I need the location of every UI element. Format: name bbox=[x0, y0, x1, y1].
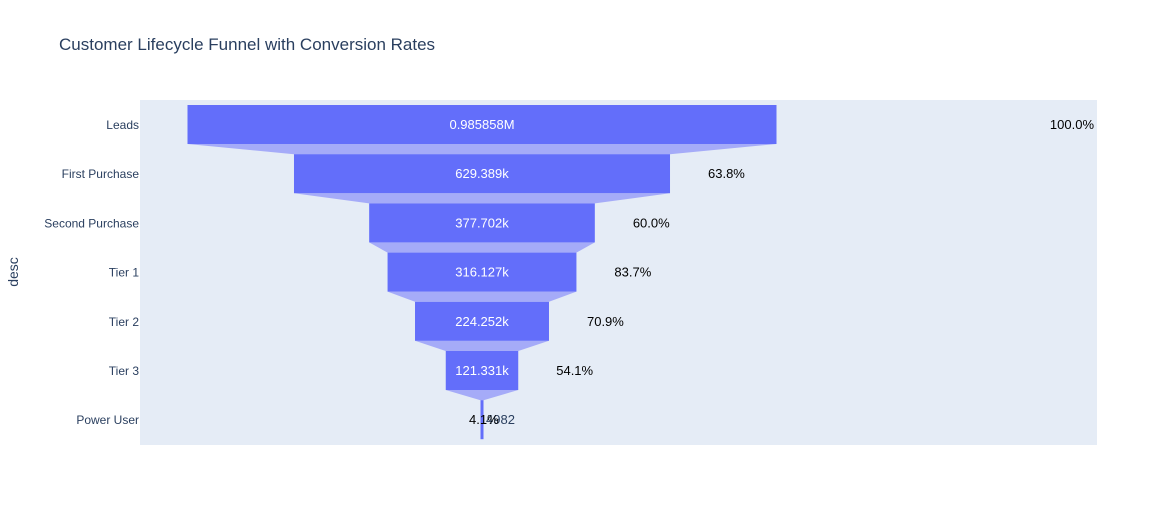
value-label: 629.389k bbox=[455, 166, 509, 181]
conversion-label: 63.8% bbox=[708, 166, 745, 181]
funnel-bar bbox=[387, 252, 577, 292]
y-axis-labels: Leads First Purchase Second Purchase Tier 1… bbox=[44, 118, 139, 427]
funnel-bar bbox=[445, 351, 519, 390]
y-tick-label: Power User bbox=[76, 413, 139, 427]
y-axis-title: desc bbox=[5, 257, 21, 287]
conversion-label: 70.9% bbox=[587, 314, 624, 329]
funnel-bars bbox=[187, 105, 777, 440]
conversion-label: 54.1% bbox=[556, 363, 593, 378]
connector-0 bbox=[187, 144, 777, 155]
connector-2 bbox=[369, 242, 595, 253]
value-labels: 0.985858M 629.389k 377.702k 316.127k 224.252… bbox=[449, 117, 514, 427]
conversion-label: 100.0% bbox=[1050, 117, 1095, 132]
y-tick-label: Tier 3 bbox=[109, 364, 140, 378]
funnel-bar bbox=[480, 400, 484, 440]
conversion-labels: 100.0% 63.8% 60.0% 83.7% 70.9% 54.1% 4.1% bbox=[469, 117, 1094, 427]
conversion-label: 83.7% bbox=[614, 265, 651, 280]
y-tick-label: Tier 1 bbox=[109, 266, 140, 280]
connector-4 bbox=[415, 340, 549, 351]
funnel-bar bbox=[293, 154, 671, 194]
funnel-bar bbox=[415, 301, 549, 341]
conversion-label: 4.1% bbox=[469, 412, 499, 427]
value-label: 377.702k bbox=[455, 215, 509, 230]
value-label: 316.127k bbox=[455, 265, 509, 280]
value-label: 121.331k bbox=[455, 363, 509, 378]
value-label: 4982 bbox=[486, 412, 515, 427]
connector-1 bbox=[293, 193, 671, 204]
y-tick-label: Leads bbox=[106, 118, 139, 132]
funnel-bar bbox=[369, 203, 595, 243]
y-tick-label: First Purchase bbox=[62, 167, 140, 181]
y-tick-label: Tier 2 bbox=[109, 315, 140, 329]
connector-5 bbox=[445, 390, 519, 401]
funnel-bar bbox=[187, 105, 777, 144]
y-tick-label: Second Purchase bbox=[44, 216, 139, 230]
connector-3 bbox=[387, 291, 577, 302]
conversion-label: 60.0% bbox=[633, 215, 670, 230]
chart-title: Customer Lifecycle Funnel with Conversio… bbox=[59, 35, 435, 54]
value-label: 0.985858M bbox=[449, 117, 514, 132]
connectors bbox=[187, 144, 777, 401]
value-label: 224.252k bbox=[455, 314, 509, 329]
